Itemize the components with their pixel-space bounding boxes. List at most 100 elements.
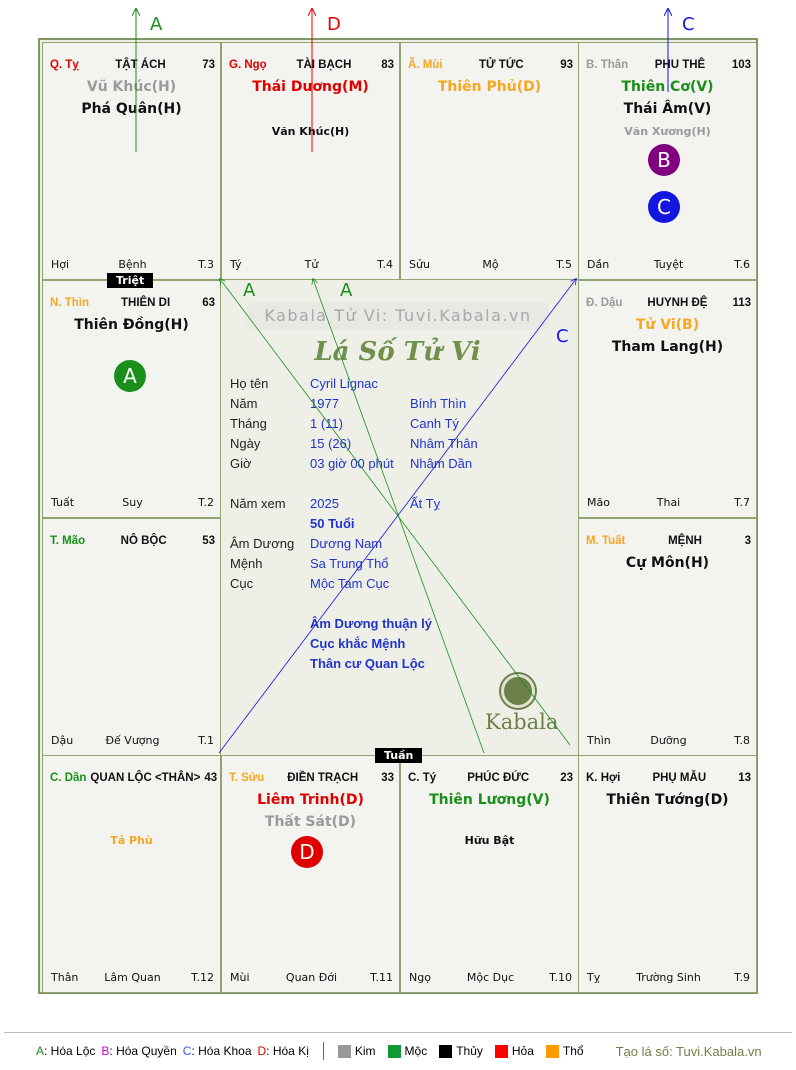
palace-cell[interactable]: Đ. Dậu HUYNH ĐỆ 113 Tử Vi(B) Tham Lang(H) Mão… [578,280,757,518]
arrow-a-1 [220,279,571,746]
foot-age: T.9 [734,971,750,984]
label-d: D [327,14,341,35]
palace-cell[interactable]: T. Mão NÔ BỘC 53 Dậu Đế Vượng T.1 [42,518,221,756]
palace-branch: T. Mão [50,535,86,547]
palace-name: PHU THÊ [654,59,706,71]
info-value: 1 (11) [310,416,343,431]
foot-age: T.3 [198,258,214,271]
minor-star: Văn Khúc(H) [271,125,350,138]
label-a: A [150,14,163,35]
info-value: 03 giờ 00 phút [310,456,394,471]
info-label: Năm xem [230,496,286,511]
foot-age: T.7 [734,496,750,509]
palace-name: MỆNH [668,535,702,547]
label-a: A [243,280,256,301]
palace-cell[interactable]: C. Tý PHÚC ĐỨC 23 Thiên Lương(V) Hữu Bật Ngọ M… [400,755,579,993]
palace-number: 23 [560,772,573,784]
palace-branch: B. Thân [586,59,629,71]
palace-name: TẬT ÁCH [115,59,166,71]
palace-branch: K. Hợi [586,772,621,784]
foot-age: T.2 [198,496,214,509]
foot-age: T.8 [734,734,750,747]
foot-stage: Quan Đới [285,971,338,984]
palace-branch: N. Thìn [50,297,89,309]
minor-star: Tả Phù [110,834,153,847]
info-label: Giờ [230,456,252,471]
minor-star: Văn Xương(H) [624,125,711,138]
info-value: 1977 [310,396,339,411]
chart-title: Lá Số Tử Vi [314,337,481,367]
label-a: A [340,280,353,301]
palace-cell[interactable]: M. Tuất MỆNH 3 Cự Môn(H) Thìn Dưỡng T.8 [578,518,757,756]
legend-element: Thủy [439,1044,483,1059]
palace-branch: G. Ngọ [229,59,267,71]
foot-branch: Mùi [230,971,250,984]
legend-divider [322,1042,324,1060]
legend-hoa: D: Hóa Kị [257,1044,309,1058]
palace-number: 103 [731,59,751,71]
info-value: 2025 [310,496,339,511]
palace-name: HUYNH ĐỆ [647,297,708,309]
watermark: Kabala Tử Vi: Tuvi.Kabala.vn [247,302,549,330]
info-label: Cục [230,576,254,591]
info-label: Tháng [230,416,267,431]
palace-cell[interactable]: G. Ngọ TÀI BẠCH 83 Thái Dương(M) Văn Khúc(H)… [221,42,400,280]
major-star: Thiên Tướng(D) [606,792,729,808]
palace-cell[interactable]: C. Dần QUAN LỘC <THÂN> 43 Tả Phù Thân Lâm Qua… [42,755,221,993]
palace-cell[interactable]: Ã. Mùi TỬ TỨC 93 Thiên Phủ(D) Sửu Mộ T.5 [400,42,579,280]
palace-cell[interactable]: K. Hợi PHỤ MẪU 13 Thiên Tướng(D) Tỵ Trường Si… [578,755,757,993]
foot-age: T.10 [549,971,572,984]
info-value-2: Nhâm Dần [410,456,473,471]
foot-stage: Bệnh [118,258,147,271]
palace-branch: M. Tuất [586,535,626,547]
foot-age: T.11 [370,971,393,984]
major-star: Phá Quân(H) [81,101,182,117]
palace-number: 63 [202,297,215,309]
info-value: Mộc Tam Cục [310,576,390,591]
palace-name: TỬ TỨC [479,59,524,71]
palace-number: 3 [744,535,751,547]
legend-hoa: B: Hóa Quyền [101,1044,177,1058]
foot-stage: Tử [304,258,319,271]
palace-cell[interactable]: Q. Tỵ TẬT ÁCH 73 Vũ Khúc(H) Phá Quân(H) Hợi Bệ… [42,42,221,280]
foot-branch: Hợi [51,258,70,271]
legend-hoa: A: Hóa Lộc [36,1044,96,1058]
label-c: C [682,14,695,35]
foot-branch: Dậu [51,734,74,747]
info-label: Năm [230,396,258,411]
major-star: Cự Môn(H) [625,555,710,571]
major-star: Thất Sát(D) [264,814,357,830]
foot-age: T.12 [191,971,214,984]
major-star: Tử Vi(B) [635,317,700,333]
foot-stage: Mộ [482,258,499,271]
foot-branch: Thân [51,971,79,984]
palace-number: 43 [204,772,218,784]
major-star: Thái Dương(M) [252,79,369,95]
foot-stage: Thai [656,496,681,509]
palace-name: ĐIỀN TRẠCH [287,772,359,784]
legend-hoa: C: Hóa Khoa [182,1044,252,1058]
foot-stage: Đế Vượng [105,734,160,747]
palace-cell[interactable]: T. Sửu ĐIỀN TRẠCH 33 Liêm Trinh(D) Thất Sát(… [221,755,400,993]
palace-branch: Q. Tỵ [50,59,79,71]
info-value: 50 Tuổi [310,516,355,531]
marker-a: A [114,360,146,392]
palace-cell[interactable]: N. Thìn THIÊN DI 63 Thiên Đồng(H) Tuất Suy T.2 [42,280,221,518]
palace-branch: C. Dần [50,772,87,784]
label-c: C [556,326,569,347]
foot-stage: Trường Sinh [636,971,701,984]
tuan-tag: Tuần [375,748,423,763]
foot-stage: Mộc Dục [466,971,515,984]
info-value: Sa Trung Thổ [310,556,389,571]
foot-stage: Dưỡng [650,734,687,747]
marker-b: B [648,144,680,176]
palace-branch: Đ. Dậu [586,297,623,309]
info-label: Mệnh [230,556,263,571]
center-info: Kabala Tử Vi: Tuvi.Kabala.vn Lá Số Tử Vi H… [219,278,576,753]
credit-link[interactable]: Tạo lá số: Tuvi.Kabala.vn [615,1043,762,1059]
marker-d: D [291,836,323,868]
palace-name: TÀI BẠCH [296,59,352,71]
divider [4,1032,792,1033]
foot-branch: Ngọ [409,971,431,984]
